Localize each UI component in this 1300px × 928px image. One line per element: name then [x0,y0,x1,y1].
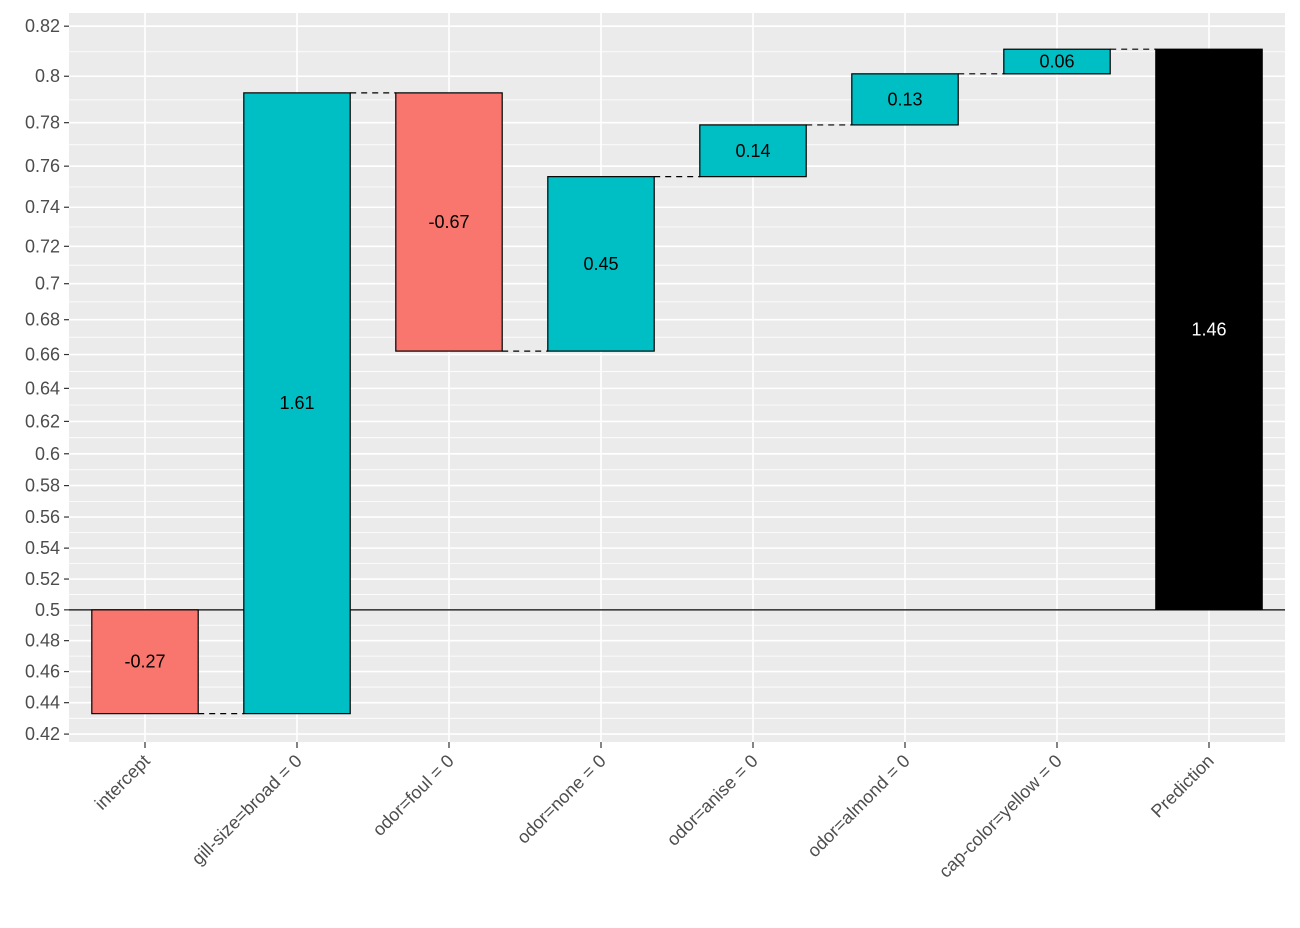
y-tick-label: 0.74 [25,197,60,217]
bars [91,48,1263,715]
data-labels: -0.27 1.61 -0.67 0.45 0.14 0.13 0.06 1.46 [124,52,1226,672]
y-tick-label: 0.58 [25,476,60,496]
x-tick-label: cap-color=yellow = 0 [935,751,1066,882]
data-label: 0.13 [887,89,922,109]
y-tick-label: 0.76 [25,156,60,176]
y-tick-label: 0.44 [25,693,60,713]
y-tick-label: 0.8 [35,66,60,86]
x-tick-label: odor=foul = 0 [369,751,458,840]
bar-negative [395,92,503,352]
y-tick-label: 0.62 [25,411,60,431]
y-tick-label: 0.48 [25,631,60,651]
y-tick-label: 0.72 [25,236,60,256]
y-axis: 0.42 0.44 0.46 0.48 0.5 0.52 0.54 0.56 0.58 0.6 0.… [25,16,69,744]
data-label: -0.67 [428,212,469,232]
y-tick-label: 0.6 [35,444,60,464]
data-label: 1.61 [279,393,314,413]
x-tick-label: intercept [91,751,154,814]
bar-total [1155,48,1263,611]
bar-positive [243,92,351,715]
x-tick-label: odor=none = 0 [513,751,610,848]
data-label: 0.06 [1039,52,1074,72]
data-label: -0.27 [124,652,165,672]
x-axis: intercept gill-size=broad = 0 odor=foul = … [91,742,1218,882]
x-tick-label: odor=almond = 0 [803,751,913,861]
x-tick-label: odor=anise = 0 [663,751,762,850]
bar-positive [699,124,807,178]
bar-positive [547,176,655,352]
y-tick-label: 0.64 [25,378,60,398]
x-tick-label: Prediction [1147,751,1218,822]
data-label: 1.46 [1191,320,1226,340]
y-tick-label: 0.42 [25,724,60,744]
y-tick-label: 0.68 [25,310,60,330]
data-label: 0.45 [583,254,618,274]
connector-lines [198,48,1156,715]
bar-negative [91,609,199,715]
y-tick-label: 0.54 [25,538,60,558]
bar-positive [851,73,959,126]
y-tick-label: 0.82 [25,16,60,36]
y-tick-label: 0.46 [25,662,60,682]
y-tick-label: 0.7 [35,274,60,294]
bar-positive [1003,48,1111,75]
y-tick-label: 0.5 [35,600,60,620]
data-label: 0.14 [735,141,770,161]
y-tick-label: 0.66 [25,345,60,365]
y-tick-label: 0.56 [25,507,60,527]
y-tick-label: 0.78 [25,113,60,133]
y-tick-label: 0.52 [25,569,60,589]
x-tick-label: gill-size=broad = 0 [188,751,306,869]
